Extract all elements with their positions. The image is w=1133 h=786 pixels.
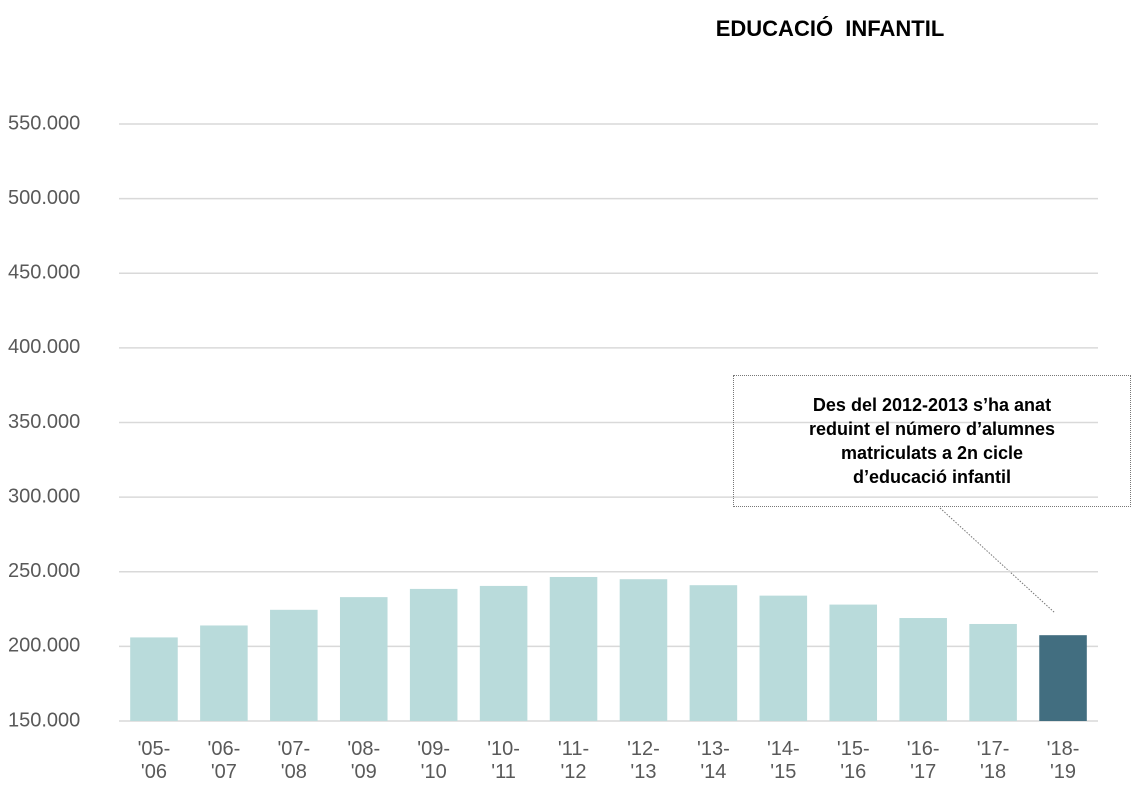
x-tick-label: '18- '19 bbox=[1046, 738, 1080, 783]
x-tick-label: '13- '14 bbox=[697, 738, 730, 783]
bar bbox=[619, 579, 668, 721]
x-tick-label: '11- '12 bbox=[557, 738, 590, 783]
bar bbox=[689, 585, 738, 721]
x-tick-label: '15- '16 bbox=[836, 738, 870, 783]
bar bbox=[759, 595, 808, 721]
bar bbox=[339, 597, 388, 721]
bar bbox=[270, 609, 318, 721]
bar bbox=[549, 576, 598, 721]
bar bbox=[130, 637, 178, 721]
y-tick-label: 550.000 bbox=[8, 112, 80, 134]
y-tick-label: 200.000 bbox=[8, 635, 80, 657]
x-tick-label: '06- '07 bbox=[207, 738, 241, 783]
x-tick-label: '14- '15 bbox=[766, 738, 800, 783]
bar bbox=[829, 604, 878, 721]
x-tick-label: '05- '06 bbox=[137, 738, 171, 783]
x-tick-label: '09- '10 bbox=[417, 738, 451, 783]
x-tick-label: '08- '09 bbox=[347, 738, 381, 783]
y-tick-label: 300.000 bbox=[8, 485, 80, 507]
bar bbox=[479, 585, 528, 721]
x-tick-label: '12- '13 bbox=[627, 738, 660, 783]
x-tick-label: '07- '08 bbox=[277, 738, 311, 783]
x-tick-label: '17- '18 bbox=[976, 738, 1010, 783]
bar bbox=[1039, 635, 1087, 721]
bar bbox=[200, 625, 248, 721]
chart-title: EDUCACIÓ INFANTIL bbox=[715, 16, 945, 41]
x-tick-label: '10- '11 bbox=[487, 738, 520, 783]
y-tick-label: 150.000 bbox=[8, 709, 80, 731]
bar bbox=[969, 623, 1017, 721]
y-tick-label: 350.000 bbox=[8, 411, 80, 433]
y-tick-label: 400.000 bbox=[8, 336, 80, 358]
annotation-leader bbox=[939, 507, 1056, 614]
bar bbox=[409, 588, 458, 721]
y-tick-label: 250.000 bbox=[8, 560, 80, 582]
y-tick-label: 450.000 bbox=[8, 262, 80, 284]
x-tick-label: '16- '17 bbox=[906, 738, 940, 783]
y-tick-label: 500.000 bbox=[8, 187, 80, 209]
annotation: Des del 2012-2013 s’ha anat reduint el n… bbox=[733, 375, 1131, 507]
bar bbox=[899, 618, 947, 721]
